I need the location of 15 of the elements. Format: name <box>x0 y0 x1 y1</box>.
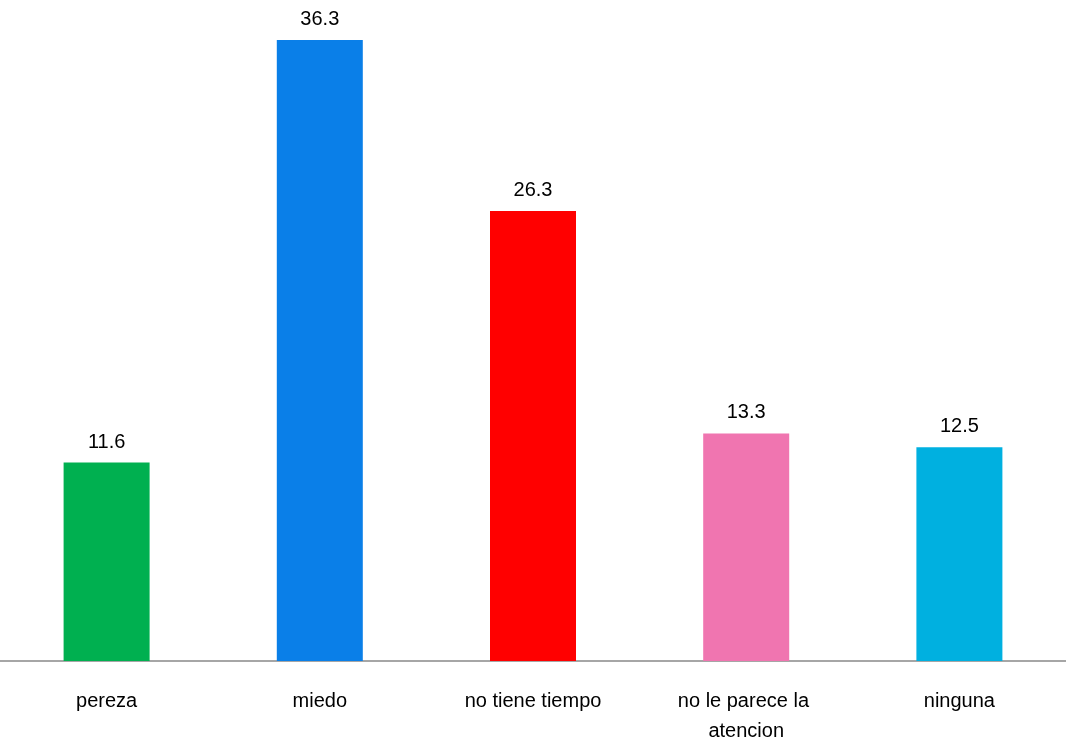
bar <box>703 433 790 661</box>
data-label: 26.3 <box>513 178 553 201</box>
x-tick-label: ninguna <box>923 689 996 711</box>
data-label: 11.6 <box>87 429 126 452</box>
data-label: 36.3 <box>300 7 340 29</box>
data-label: 12.5 <box>939 414 979 437</box>
x-tick-label: miedo <box>292 689 348 711</box>
x-tick-label: pereza <box>76 689 139 711</box>
x-tick-label: no tiene tiempo <box>464 689 602 711</box>
bar <box>63 462 150 661</box>
x-tick-label: no le parece la atencion <box>677 689 815 741</box>
data-label: 13.3 <box>726 400 766 423</box>
bar <box>916 447 1003 661</box>
bar <box>490 211 576 661</box>
bar <box>276 40 363 661</box>
